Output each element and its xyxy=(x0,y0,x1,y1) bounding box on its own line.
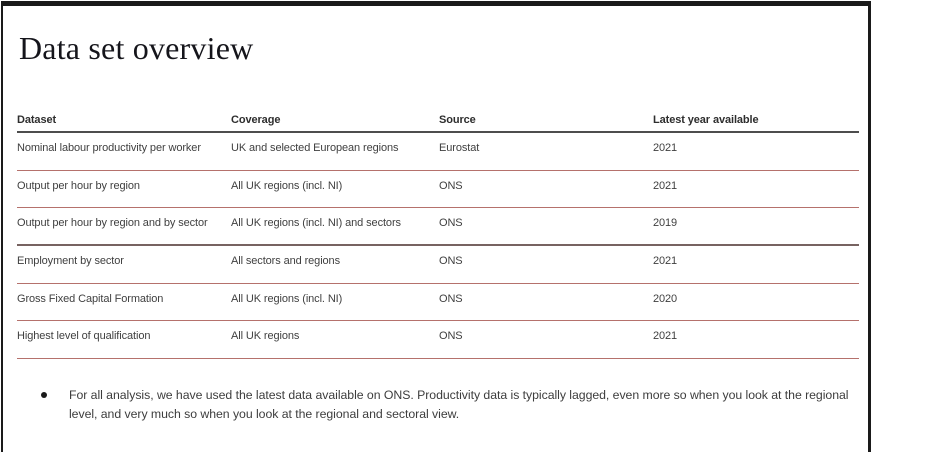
bullet-icon xyxy=(41,392,47,398)
footnote-bullet-item: For all analysis, we have used the lates… xyxy=(41,386,861,424)
cell-dataset: Employment by sector xyxy=(17,255,124,268)
cell-source: Eurostat xyxy=(439,142,480,154)
table-row: Output per hour by region and by sector … xyxy=(17,208,859,247)
column-header-source: Source xyxy=(439,114,476,126)
cell-coverage: UK and selected European regions xyxy=(231,142,399,154)
page-title: Data set overview xyxy=(19,30,254,66)
cell-source: ONS xyxy=(439,179,463,192)
cell-latest-year: 2021 xyxy=(653,330,678,343)
column-header-dataset: Dataset xyxy=(17,114,57,126)
cell-dataset: Nominal labour productivity per worker xyxy=(17,142,201,154)
cell-source: ONS xyxy=(439,292,463,305)
cell-coverage: All UK regions (incl. NI) xyxy=(231,179,343,192)
cell-coverage: All UK regions (incl. NI) xyxy=(231,292,343,305)
table-row: Output per hour by region All UK regions… xyxy=(17,171,859,209)
cell-dataset: Output per hour by region and by sector xyxy=(17,217,208,230)
table-row: Gross Fixed Capital Formation All UK reg… xyxy=(17,284,859,322)
cell-dataset: Highest level of qualification xyxy=(17,330,151,343)
table-row: Nominal labour productivity per worker U… xyxy=(17,133,859,171)
cell-coverage: All sectors and regions xyxy=(231,255,340,268)
column-header-latest-year: Latest year available xyxy=(653,114,759,126)
cell-dataset: Output per hour by region xyxy=(17,179,140,192)
cell-latest-year: 2021 xyxy=(653,179,678,192)
table-header-row: Dataset Coverage Source Latest year avai… xyxy=(17,109,859,133)
cell-coverage: All UK regions (incl. NI) and sectors xyxy=(231,217,401,230)
cell-latest-year: 2021 xyxy=(653,142,678,154)
dataset-overview-table: Dataset Coverage Source Latest year avai… xyxy=(17,109,859,360)
cell-coverage: All UK regions xyxy=(231,330,300,343)
cell-source: ONS xyxy=(439,255,463,268)
table-row: Employment by sector All sectors and reg… xyxy=(17,246,859,284)
cell-source: ONS xyxy=(439,217,463,230)
cell-latest-year: 2021 xyxy=(653,255,678,268)
cell-dataset: Gross Fixed Capital Formation xyxy=(17,292,164,305)
cell-source: ONS xyxy=(439,330,463,343)
cell-latest-year: 2020 xyxy=(653,292,678,305)
column-header-coverage: Coverage xyxy=(231,114,281,126)
footnote-text: For all analysis, we have used the lates… xyxy=(69,388,849,421)
table-row: Highest level of qualification All UK re… xyxy=(17,321,859,360)
cell-latest-year: 2019 xyxy=(653,217,678,230)
slide-frame: Data set overview Dataset Coverage Sourc… xyxy=(1,1,871,452)
